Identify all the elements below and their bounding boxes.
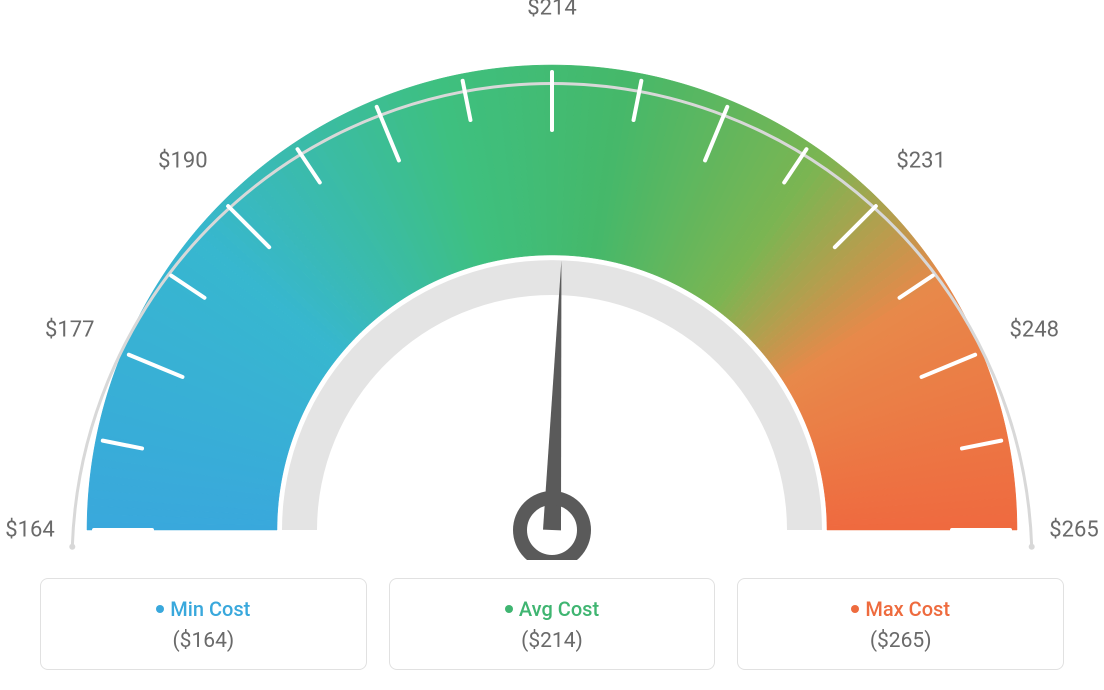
legend-title-text: Min Cost	[170, 597, 250, 621]
legend-value-min: ($164)	[51, 629, 356, 653]
gauge-tick-label: $164	[5, 518, 54, 543]
legend-box-max: Max Cost ($265)	[737, 578, 1064, 670]
legend-title-avg: Avg Cost	[400, 597, 705, 621]
legend-box-min: Min Cost ($164)	[40, 578, 367, 670]
legend-box-avg: Avg Cost ($214)	[389, 578, 716, 670]
gauge-tick-label: $265	[1049, 518, 1098, 543]
legend-value-max: ($265)	[748, 629, 1053, 653]
gauge-tick-label: $190	[158, 148, 207, 173]
legend-title-text: Max Cost	[865, 597, 950, 621]
dot-icon	[851, 605, 859, 613]
gauge-tick-label: $177	[45, 318, 94, 343]
legend-title-min: Min Cost	[51, 597, 356, 621]
gauge-tick-label: $231	[896, 148, 945, 173]
dot-icon	[156, 605, 164, 613]
legend-value-avg: ($214)	[400, 629, 705, 653]
gauge-tick-label: $214	[527, 0, 576, 21]
gauge-svg	[0, 0, 1104, 560]
legend-row: Min Cost ($164) Avg Cost ($214) Max Cost…	[0, 578, 1104, 670]
dot-icon	[505, 605, 513, 613]
legend-title-max: Max Cost	[748, 597, 1053, 621]
legend-title-text: Avg Cost	[519, 597, 599, 621]
gauge-chart: $164 $177 $190 $214 $231 $248 $265	[0, 0, 1104, 560]
gauge-tick-label: $248	[1010, 318, 1059, 343]
